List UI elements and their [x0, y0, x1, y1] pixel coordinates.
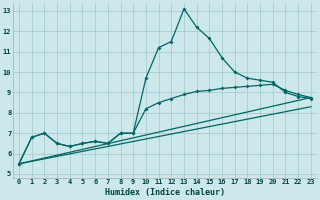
X-axis label: Humidex (Indice chaleur): Humidex (Indice chaleur) — [105, 188, 225, 197]
